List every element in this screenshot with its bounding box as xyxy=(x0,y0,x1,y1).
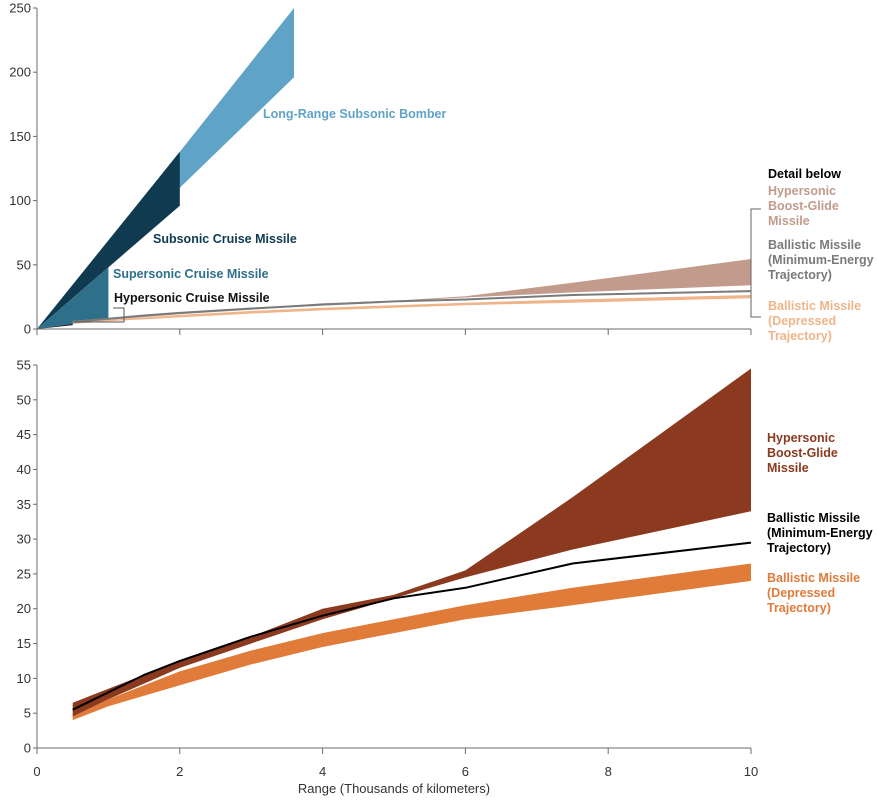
y-tick-label: 25 xyxy=(17,566,31,581)
label-detail-below: Detail below xyxy=(768,167,841,181)
bottom-panel: 0 5 10 15 20 25 30 35 40 45 50 55 0 2 4 6 8 10 Hypersonic B… xyxy=(17,358,873,780)
y-tick-label: 250 xyxy=(9,1,31,16)
series-ballistic-missile-depressed-trajectory-band xyxy=(72,295,751,324)
y-tick-label: 50 xyxy=(17,392,31,407)
series-ballistic-missile-minimum-energy-trajectory-line xyxy=(72,541,752,711)
y-tick-label: 30 xyxy=(17,532,31,547)
top-panel: 0 50 100 150 200 250 Long-Range Subsonic Bombe… xyxy=(9,1,873,344)
y-tick-label: 200 xyxy=(9,65,31,80)
series-hypersonic-boost-glide-missile-band xyxy=(72,368,751,717)
y-tick-label: 5 xyxy=(24,706,31,721)
label-subsonic-cruise-missile: Subsonic Cruise Missile xyxy=(153,232,297,246)
label-long-range-subsonic-bomber: Long-Range Subsonic Bomber xyxy=(263,107,446,121)
label-ballistic-min-energy-top: Ballistic Missile (Minimum-Energy Trajecto… xyxy=(768,238,874,282)
x-tick-label: 10 xyxy=(744,764,758,779)
series-hypersonic-cruise-missile-band xyxy=(37,323,73,329)
series-ballistic-missile-depressed-trajectory-band xyxy=(72,563,751,721)
y-tick-label: 35 xyxy=(17,497,31,512)
y-tick-label: 45 xyxy=(17,427,31,442)
x-tick-label: 4 xyxy=(319,764,326,779)
label-hypersonic-boost-glide-top: Hypersonic Boost-Glide Missile xyxy=(768,184,839,228)
x-axis-label: Range (Thousands of kilometers) xyxy=(298,781,490,796)
label-ballistic-depressed: Ballistic Missile (Depressed Trajectory) xyxy=(767,571,860,615)
y-tick-label: 10 xyxy=(17,671,31,686)
y-tick-label: 0 xyxy=(24,741,31,756)
series-subsonic-cruise-missile-band xyxy=(37,151,180,329)
series-supersonic-cruise-missile-band xyxy=(37,267,109,329)
y-tick-label: 20 xyxy=(17,601,31,616)
series-ballistic-missile-minimum-energy-trajectory-line xyxy=(72,290,752,323)
x-tick-label: 2 xyxy=(176,764,183,779)
y-tick-label: 50 xyxy=(17,257,31,272)
label-ballistic-depressed-top: Ballistic Missile (Depressed Trajectory) xyxy=(768,299,861,343)
hypersonic-cruise-leader xyxy=(75,307,125,323)
y-tick-label: 0 xyxy=(24,322,31,337)
x-tick-label: 8 xyxy=(605,764,612,779)
label-hypersonic-cruise-missile: Hypersonic Cruise Missile xyxy=(114,291,270,305)
label-hypersonic-boost-glide: Hypersonic Boost-Glide Missile xyxy=(767,431,838,475)
label-supersonic-cruise-missile: Supersonic Cruise Missile xyxy=(113,267,269,281)
y-tick-label: 15 xyxy=(17,636,31,651)
detail-bracket xyxy=(750,208,761,318)
y-tick-label: 40 xyxy=(17,462,31,477)
x-tick-label: 6 xyxy=(462,764,469,779)
x-tick-label: 0 xyxy=(33,764,40,779)
y-tick-label: 150 xyxy=(9,129,31,144)
label-ballistic-min-energy: Ballistic Missile (Minimum-Energy Trajecto… xyxy=(767,511,873,555)
y-tick-label: 55 xyxy=(17,358,31,373)
y-tick-label: 100 xyxy=(9,193,31,208)
